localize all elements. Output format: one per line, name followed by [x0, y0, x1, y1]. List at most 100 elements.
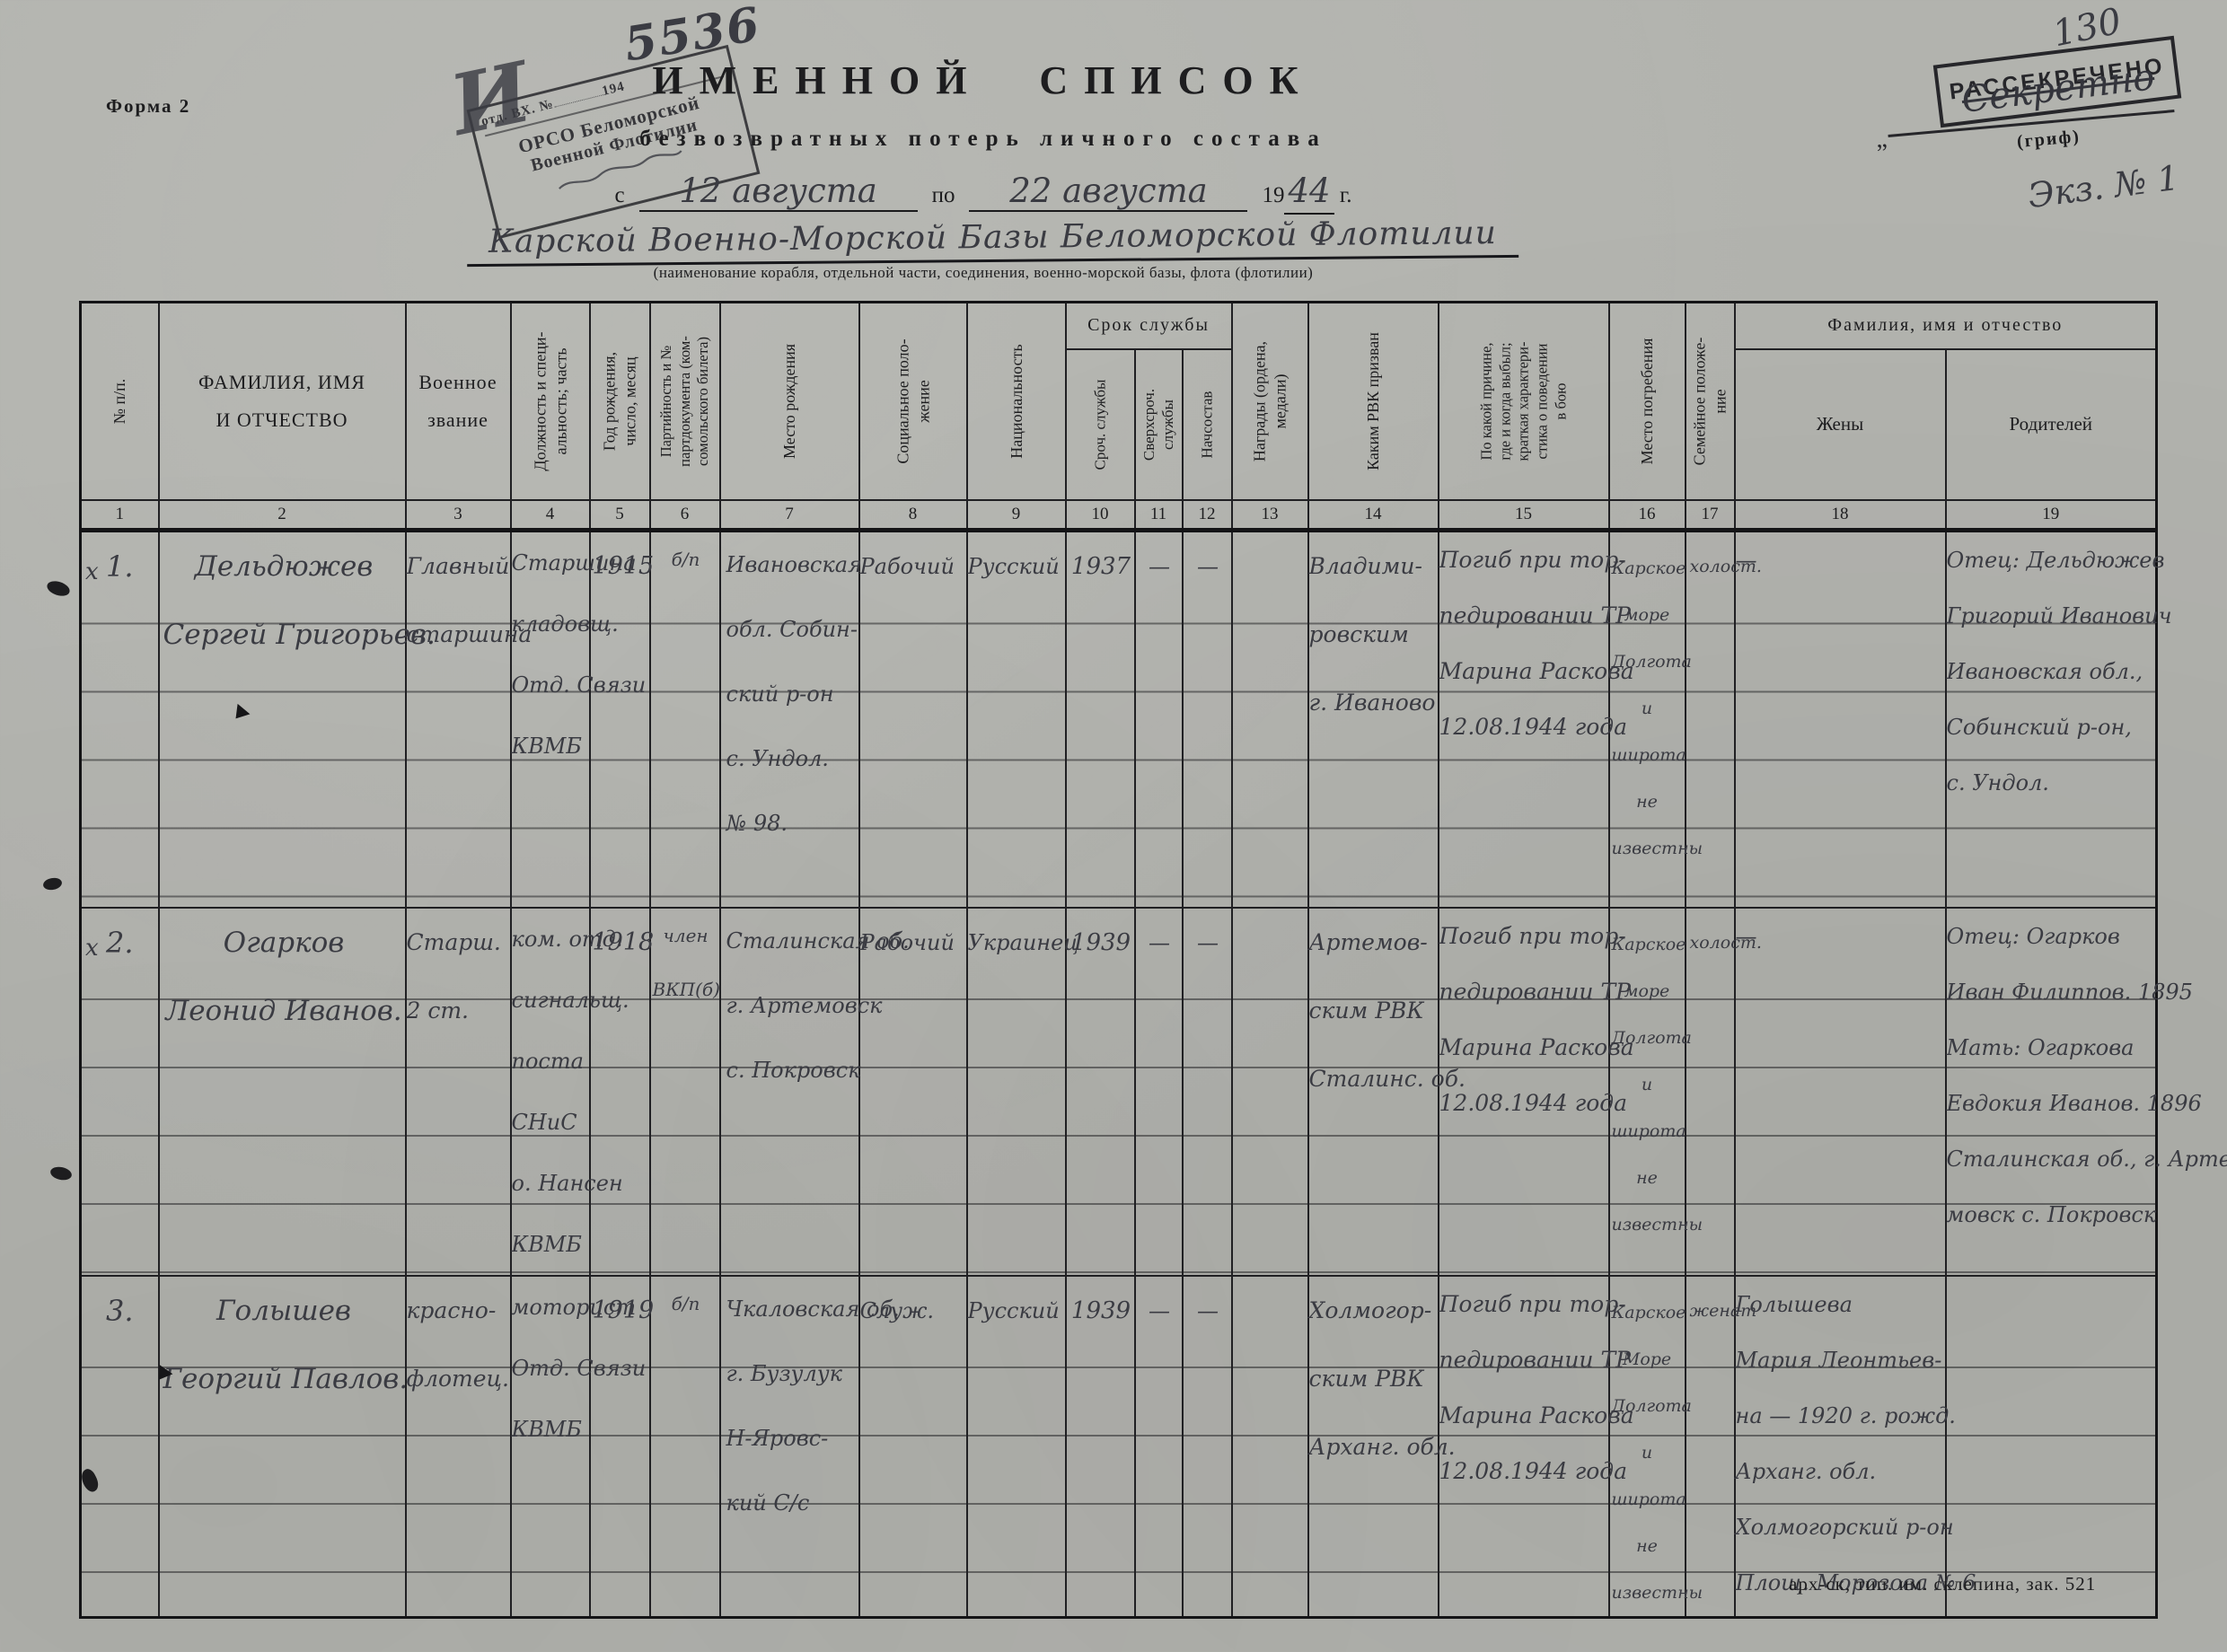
- cell-row-number: х 2.: [79, 906, 160, 1277]
- page-subtitle: безвозвратных потерь личного состава: [639, 127, 1327, 151]
- cell-birth-year: 1918: [588, 906, 654, 1277]
- cell-officers: —: [1181, 1274, 1233, 1618]
- col-header-name: ФАМИЛИЯ, ИМЯ И ОТЧЕСТВО: [157, 301, 407, 501]
- col-header-nationality: Национальность: [965, 301, 1067, 501]
- cell-rvk: Владими- ровским г. Иваново: [1307, 529, 1439, 909]
- cell-social: Служ.: [858, 1274, 968, 1618]
- declassified-stamp-group: 130 РАССЕКРЕЧЕНО Секретно „ (гриф) Экз. …: [1875, 1, 2216, 224]
- printer-imprint: арх-ск, тип. им. склепина, зак. 521: [1789, 1573, 2097, 1595]
- year-printed: 19: [1262, 183, 1285, 207]
- signature-scribble: [559, 150, 682, 189]
- col-header-party: Партийность и № партдокумента (ком- сомо…: [648, 301, 721, 501]
- col-header-social: Социальное поло- жение: [858, 301, 968, 501]
- cell-cause: Погиб при тор- педировании ТР Марина Рас…: [1437, 906, 1634, 1277]
- page-title: ИМЕННОЙ СПИСОК: [652, 58, 1315, 102]
- cell-cause: Погиб при тор- педировании ТР Марина Рас…: [1437, 529, 1634, 909]
- cell-parents: [1944, 1274, 2158, 1618]
- cell-nationality: Украинец: [965, 906, 1078, 1277]
- col-header-birth: Год рождения, число, месяц: [588, 301, 651, 501]
- margin-mark: х: [85, 934, 99, 962]
- cell-birthplace: Ивановская обл. Собин- ский р-он с. Ундо…: [718, 529, 862, 909]
- col-header-burial: Место погребения: [1607, 301, 1686, 501]
- unit-name-handwritten: Карской Военно-Морской Базы Беломорской …: [466, 214, 1519, 268]
- cell-parents: Отец: Дельдюжев Григорий Иванович Иванов…: [1944, 529, 2172, 909]
- paper-blemish: [42, 876, 63, 892]
- col-header-num: № п/п.: [79, 301, 160, 501]
- cell-service-year: 1937: [1064, 529, 1136, 909]
- margin-mark: х: [85, 558, 99, 585]
- col-header-family: Семейное положе- ние: [1684, 301, 1736, 501]
- date-from-handwritten: 12 августа: [638, 174, 918, 212]
- orso-stamp-box: отд. ВХ. №194 ОРСО Беломорской Военной Ф…: [466, 44, 761, 240]
- date-mid: по: [931, 183, 955, 207]
- cell-extended-service: —: [1133, 529, 1184, 909]
- cell-burial: Карское море Долгота и широта не известн…: [1607, 529, 1703, 909]
- table-row: х 1. Дельдюжев Сергей Григорьев. Главный …: [79, 529, 2172, 909]
- date-suffix: г.: [1339, 183, 1352, 207]
- cell-party: б/п: [648, 1274, 721, 1618]
- col-group-fio: Фамилия, имя и отчество: [1733, 301, 2158, 350]
- cell-birth-year: 1919: [588, 1274, 654, 1618]
- cell-rank: красно- флотец.: [404, 1274, 512, 1618]
- col-header-rank: Военное звание: [404, 301, 512, 501]
- cell-row-number: х 1.: [79, 529, 160, 909]
- cell-nationality: Русский: [965, 1274, 1067, 1618]
- cell-birthplace: Чкаловская об. г. Бузулук Н-Яровс- кий С…: [718, 1274, 900, 1618]
- table-row: 3. Голышев Георгий Павлов. красно- флоте…: [79, 1274, 2158, 1618]
- col-header-regular-service: Сроч. службы: [1064, 347, 1136, 501]
- cell-burial: Карское Море Долгота и широта не известн…: [1607, 1274, 1703, 1618]
- col-header-duty: Должность и специ- альность; часть: [509, 301, 591, 501]
- cell-social: Рабочий: [858, 529, 968, 909]
- date-to-handwritten: 22 августа: [969, 174, 1248, 212]
- cell-wife: —: [1733, 529, 1947, 909]
- paper-blemish: [45, 578, 72, 599]
- cell-wife: Голышева Мария Леонтьев- на — 1920 г. ро…: [1733, 1274, 1976, 1618]
- cell-row-number: 3.: [79, 1274, 160, 1618]
- col-header-officers: Начсостав: [1181, 347, 1233, 501]
- cell-awards: [1230, 529, 1309, 909]
- table-row: х 2. Огарков Леонид Иванов. Старш. 2 ст. …: [79, 906, 2227, 1277]
- cell-party: б/п: [648, 529, 721, 909]
- cell-duty: ком. отд. сигнальщ. поста СНиС о. Нансен…: [509, 906, 629, 1277]
- cell-birth-year: 1915: [588, 529, 654, 909]
- cell-rvk: Холмогор- ским РВК Арханг. обл.: [1307, 1274, 1456, 1618]
- grif-caption: (гриф): [2016, 126, 2082, 153]
- cell-rank: Главный старшина: [404, 529, 532, 909]
- casualty-table: № п/п. ФАМИЛИЯ, ИМЯ И ОТЧЕСТВО Военное з…: [79, 301, 2227, 1619]
- cell-wife: —: [1733, 906, 1947, 1277]
- unit-caption: (наименование корабля, отдельной части, …: [653, 264, 1314, 281]
- incoming-stamp-group: 5536 отд. ВХ. №194 ОРСО Беломорской Воен…: [443, 0, 831, 271]
- cell-party: член ВКП(б): [648, 906, 721, 1277]
- cell-service-year: 1939: [1064, 1274, 1136, 1618]
- col-header-awards: Награды (ордена, медали): [1230, 301, 1309, 501]
- col-header-birthplace: Место рождения: [718, 301, 860, 501]
- cell-service-year: 1939: [1064, 906, 1136, 1277]
- col-group-service: Срок службы: [1064, 301, 1233, 350]
- period-line: с 12 августа по 22 августа 19 44 г.: [467, 171, 1500, 215]
- quote-mark: „: [1874, 125, 1888, 154]
- cell-name: Голышев Георгий Павлов.: [157, 1274, 408, 1618]
- cell-duty: Старшина кладовщ. Отд. Связи КВМБ: [509, 529, 646, 909]
- cell-family-status: холост.: [1684, 529, 1762, 909]
- cell-officers: —: [1181, 906, 1233, 1277]
- cell-extended-service: —: [1133, 906, 1184, 1277]
- cell-awards: [1230, 906, 1309, 1277]
- cell-cause: Погиб при тор- педировании ТР Марина Рас…: [1437, 1274, 1634, 1618]
- date-prefix: с: [614, 183, 625, 207]
- col-header-parents: Родителей: [1944, 347, 2158, 501]
- paper-blemish: [48, 1164, 74, 1182]
- cell-name: Дельдюжев Сергей Григорьев.: [157, 529, 436, 909]
- cell-family-status: женат: [1684, 1274, 1756, 1618]
- cell-duty: моторист Отд. Связи КВМБ: [509, 1274, 646, 1618]
- cell-extended-service: —: [1133, 1274, 1184, 1618]
- cell-nationality: Русский: [965, 529, 1067, 909]
- cell-birthplace: Сталинская об. г. Артемовск с. Покровск: [718, 906, 910, 1277]
- year-handwritten: 44: [1284, 171, 1334, 215]
- cell-burial: Карское море Долгота и широта не известн…: [1607, 906, 1703, 1277]
- cell-awards: [1230, 1274, 1309, 1618]
- cell-name: Огарков Леонид Иванов.: [157, 906, 407, 1277]
- col-header-wife: Жены: [1733, 347, 1947, 501]
- cell-social: Рабочий: [858, 906, 968, 1277]
- copy-number-handwritten: Экз. № 1: [2025, 157, 2181, 216]
